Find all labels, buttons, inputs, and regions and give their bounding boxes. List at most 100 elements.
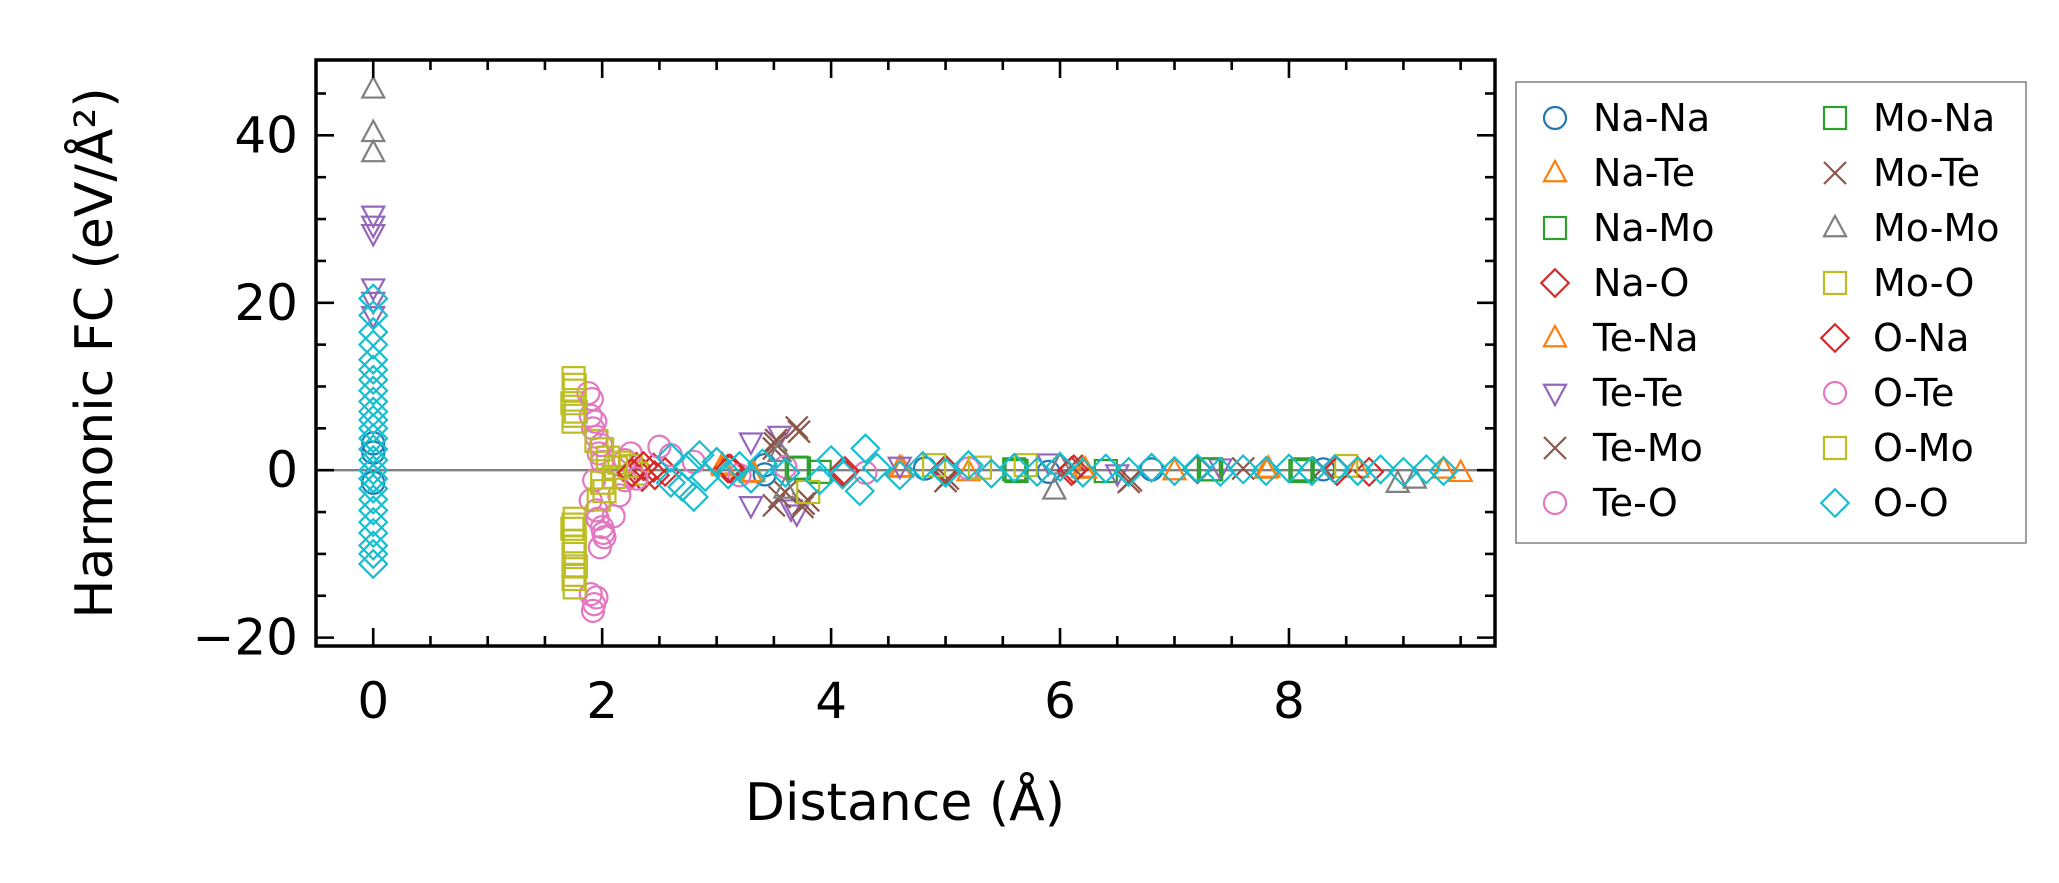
point-o-o-36 [747,448,778,479]
point-mo-te-3 [936,466,960,491]
point-o-te-2 [588,432,614,458]
point-te-mo-4 [784,415,809,440]
legend-marker-mo-te [1823,161,1847,185]
legend-marker-mo-mo [1822,213,1848,238]
point-o-o-33 [712,459,744,490]
point-te-te-1 [360,215,387,240]
point-mo-na-1 [1004,458,1029,484]
point-te-te-5 [360,305,387,330]
legend-item-na-te: Na-Te [1542,151,1695,195]
legend-label: Te-Mo [1592,426,1703,470]
legend-marker-na-o [1539,267,1571,299]
point-o-na-5 [1058,454,1090,485]
legend-marker-o-na [1819,322,1851,354]
point-o-o-6 [357,364,389,396]
legend-item-mo-mo: Mo-Mo [1822,206,2000,250]
legend-label: O-O [1873,481,1949,525]
point-o-o-11 [357,413,389,444]
point-o-o-17 [357,473,389,504]
legend-item-te-o: Te-O [1542,481,1678,525]
legend-item-te-na: Te-Na [1542,316,1699,360]
point-mo-o-6 [560,516,585,541]
point-o-o-25 [655,467,687,499]
legend-label: Te-Te [1592,371,1684,415]
legend: Na-Na Na-Te Na-Mo Na-O Te-Na Te-Te Te-Mo Te-O Mo… [1515,81,2027,544]
plot-frame [314,58,1497,648]
y-tick-label: 40 [234,106,298,164]
point-o-o-7 [357,375,389,406]
point-o-o-16 [357,463,389,494]
legend-item-mo-na: Mo-Na [1822,96,1995,140]
series-o-o [357,283,1459,580]
point-mo-na-2 [1199,457,1224,482]
series-na-na [361,431,1336,495]
legend-label: Mo-Te [1873,151,1980,195]
point-o-o-46 [930,457,961,489]
point-mo-na-3 [1290,457,1315,482]
point-o-na-1 [628,450,659,482]
point-o-o-22 [357,530,389,561]
point-o-te-5 [582,592,607,617]
point-o-o-60 [1250,455,1282,487]
point-te-o-0 [578,581,603,607]
point-o-o-21 [357,517,389,549]
point-o-o-13 [357,433,389,465]
point-o-o-63 [1319,454,1351,485]
point-o-o-9 [357,396,389,427]
point-mo-mo-5 [1041,475,1068,500]
point-na-na-3 [752,462,777,487]
legend-marker-na-mo [1542,215,1568,241]
point-te-o-14 [587,535,612,560]
point-o-o-20 [357,506,389,538]
y-axis-label: Harmonic FC (eV/Å²) [63,87,125,618]
legend-label: Mo-O [1873,261,1974,305]
legend-item-na-na: Na-Na [1542,96,1710,140]
legend-item-mo-te: Mo-Te [1823,151,1980,195]
legend-item-na-o: Na-O [1539,261,1689,305]
point-o-o-24 [357,548,389,580]
point-o-mo-3 [562,535,587,560]
point-mo-o-2 [560,391,585,416]
point-te-mo-7 [773,480,798,504]
point-o-o-10 [357,404,389,436]
point-mo-mo-3 [766,438,793,462]
point-te-te-2 [360,223,387,248]
point-o-o-41 [844,475,876,507]
point-o-te-0 [579,386,604,412]
point-o-o-12 [357,423,389,454]
legend-label: O-Na [1873,316,1969,360]
legend-marker-te-te [1542,383,1568,408]
legend-item-o-mo: O-Mo [1822,426,1974,470]
point-o-o-68 [1428,455,1459,487]
x-tick-label: 4 [815,672,847,730]
point-o-o-42 [850,433,881,464]
series-mo-o [560,366,1359,600]
point-o-o-61 [1273,453,1305,484]
point-te-na-2 [889,454,915,478]
point-mo-mo-4 [772,475,799,499]
point-mo-te-0 [763,431,787,456]
series-mo-mo [360,74,1428,500]
legend-item-o-o: O-O [1819,481,1949,525]
point-te-o-16 [607,483,632,508]
point-o-mo-4 [561,562,586,587]
legend-marker-mo-o [1822,270,1848,296]
point-na-mo-5 [1288,458,1313,484]
point-o-o-56 [1159,455,1190,487]
point-te-te-6 [738,432,764,457]
point-o-na-2 [639,459,671,491]
legend-label: O-Mo [1873,426,1974,470]
legend-item-te-te: Te-Te [1542,371,1684,415]
point-te-te-7 [738,496,764,520]
point-o-o-40 [827,459,858,490]
point-o-o-26 [655,442,687,473]
data-points [357,74,1474,623]
point-o-o-66 [1388,456,1419,488]
legend-marker-mo-na [1822,105,1848,131]
legend-label: Mo-Na [1873,96,1995,140]
point-o-o-19 [357,495,389,526]
y-tick-label: 0 [266,441,298,499]
point-na-te-8 [1447,458,1474,483]
point-te-te-4 [360,291,387,316]
legend-marker-te-na [1542,323,1568,348]
